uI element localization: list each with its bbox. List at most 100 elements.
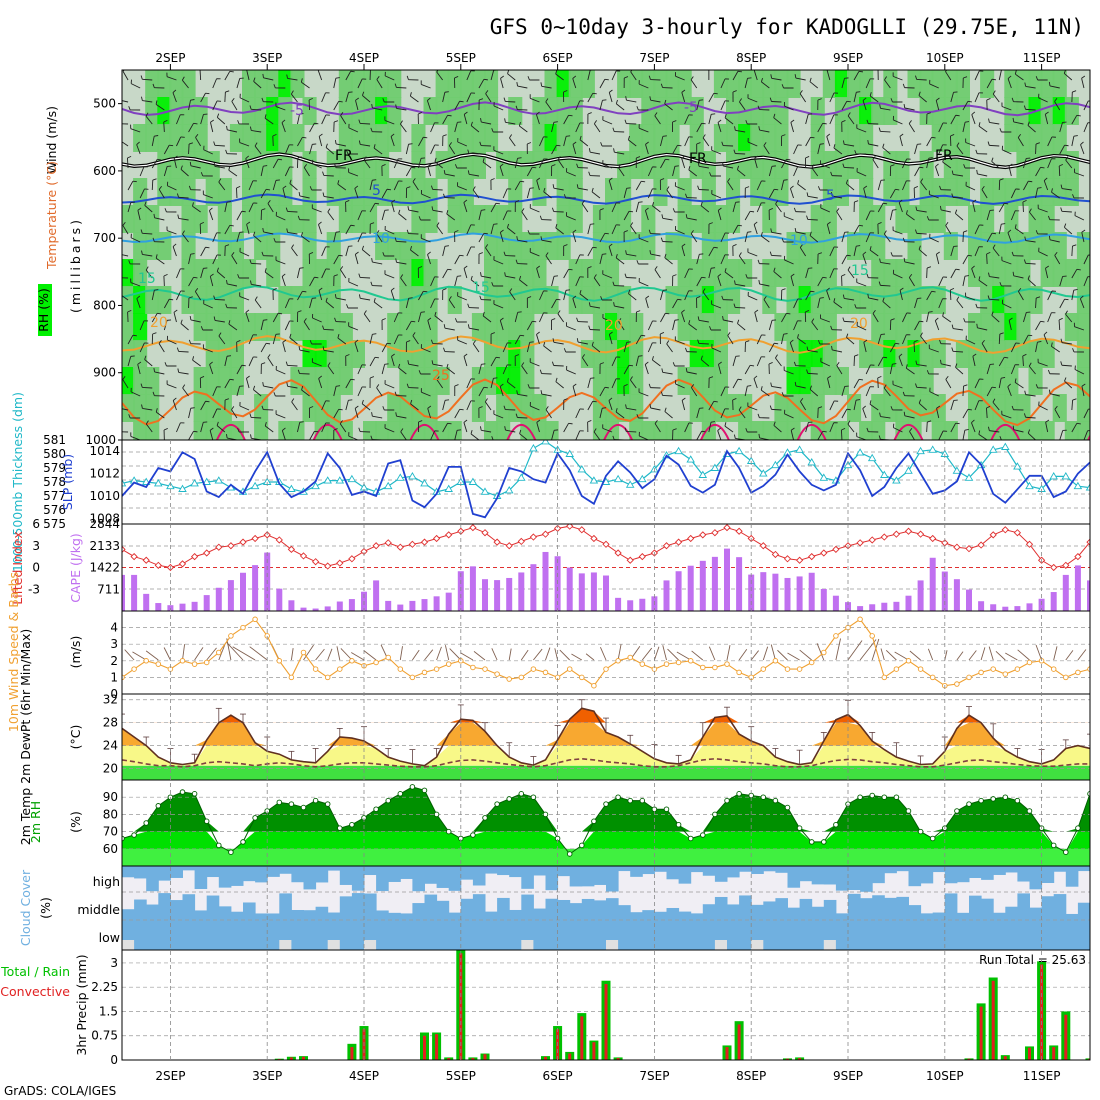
upper-wind-barb-flag [935, 97, 940, 101]
wind10m-barb [327, 648, 333, 661]
cloud-low-cell [243, 920, 256, 950]
upper-wind-barb-flag [999, 128, 1002, 133]
upper-wind-barb-flag [224, 398, 229, 401]
upper-wind-barb-flag [180, 165, 183, 170]
upper-wind-barb [203, 347, 213, 353]
rh-cell [399, 259, 414, 287]
upper-wind-barb-flag [902, 237, 905, 242]
upper-wind-barb-flag [1065, 310, 1068, 315]
upper-wind-barb-flag [225, 303, 228, 308]
upper-wind-barb-flag [666, 340, 670, 345]
upper-wind-barb [446, 213, 456, 221]
cape-bar [615, 597, 622, 611]
cloud-low-cell [230, 920, 244, 950]
cloud-high-cell [896, 866, 909, 872]
upper-wind-barb [599, 408, 603, 419]
upper-wind-barb [354, 408, 359, 419]
wind10m-series-point [917, 666, 924, 672]
upper-wind-barb-flag [696, 142, 701, 145]
upper-wind-barb [236, 365, 243, 375]
upper-wind-barb-flag [822, 430, 827, 433]
bottom-day-labels: 2SEP 3SEP 4SEP 5SEP 6SEP 7SEP 8SEP 9SEP 10SEP 11S… [155, 1069, 1060, 1083]
precip-conv-bar [423, 1035, 426, 1060]
upper-wind-barb [539, 158, 544, 169]
upper-wind-barb-flag [444, 91, 449, 93]
upper-wind-barb [251, 417, 262, 419]
rh-cell [629, 367, 644, 395]
upper-wind-barb [863, 188, 867, 199]
upper-wind-barb [181, 79, 189, 89]
upper-wind-barb [444, 327, 455, 331]
cape-bar [784, 577, 791, 611]
upper-wind-barb-flag [809, 231, 812, 236]
upper-wind-barb-flag [576, 184, 579, 189]
upper-wind-barb-flag [181, 76, 185, 81]
rh-cell [387, 178, 402, 206]
rh2m-series-point [869, 792, 875, 799]
upper-wind-barb-flag [945, 222, 949, 226]
upper-wind-barb [899, 290, 903, 301]
rh-cell [447, 286, 462, 314]
upper-wind-barb [318, 378, 323, 389]
rh-cell [1040, 178, 1055, 206]
rh-cell [689, 340, 704, 368]
upper-wind-barb-flag [745, 428, 748, 433]
rh-cell [1028, 70, 1043, 98]
upper-wind-barb [209, 276, 214, 287]
wind10m-barb [847, 640, 863, 661]
rh-cell [447, 124, 462, 152]
upper-wind-barb-flag [263, 165, 268, 167]
upper-wind-barb-flag [210, 273, 214, 277]
upper-wind-barb [372, 261, 383, 265]
cloud-high-cell [654, 866, 667, 872]
upper-wind-barb [865, 78, 871, 89]
rh-cell [435, 70, 450, 98]
rh-cell [122, 259, 136, 287]
upper-wind-barb [1038, 97, 1048, 103]
upper-wind-barb [771, 231, 782, 235]
upper-wind-barb-flag [688, 320, 691, 325]
cloud-high-cell [618, 866, 631, 872]
upper-wind-barb-flag [459, 100, 464, 103]
contour-label: 20 [150, 315, 168, 331]
upper-wind-barb-flag [827, 375, 832, 379]
upper-wind-barb [768, 320, 773, 331]
upper-wind-barb-flag [710, 421, 716, 423]
upper-wind-barb [913, 341, 915, 353]
upper-wind-barb [877, 377, 879, 389]
upper-wind-barb [208, 210, 214, 221]
upper-wind-barb [805, 114, 809, 125]
precip-conv-bar [471, 1058, 475, 1060]
upper-wind-barb-flag [291, 244, 295, 249]
upper-wind-barb-flag [1081, 229, 1086, 233]
axis-tick-label: 0 [32, 561, 40, 575]
upper-wind-barb [664, 411, 673, 419]
upper-wind-barb [962, 430, 966, 440]
upper-wind-barb-flag [444, 245, 449, 247]
upper-wind-barb-flag [140, 383, 143, 388]
upper-wind-barb-flag [118, 404, 119, 408]
wind10m-series-point [639, 661, 646, 667]
upper-wind-barb [616, 103, 625, 111]
upper-wind-barb [557, 313, 565, 323]
rh-cell [387, 124, 402, 152]
rh-cell [859, 232, 874, 260]
cloud-low-cell [400, 920, 413, 950]
lifted-index-series-point [602, 540, 610, 548]
upper-wind-barb [950, 400, 955, 411]
upper-wind-barb [686, 217, 697, 221]
rh-cell [1004, 124, 1019, 152]
upper-wind-barb-flag [1073, 289, 1078, 291]
upper-wind-barb-flag [327, 208, 331, 213]
cloud-high-cell [666, 866, 680, 880]
upper-wind-barb [635, 335, 642, 345]
cloud-low-cell [969, 920, 982, 950]
upper-wind-barb-flag [624, 119, 627, 124]
upper-wind-barb-flag [763, 296, 767, 300]
upper-wind-barb-flag [572, 383, 577, 387]
upper-wind-barb [974, 224, 980, 235]
rh-cell [798, 259, 813, 287]
upper-wind-barb [145, 115, 153, 125]
upper-wind-barb [938, 144, 944, 155]
wind10m-barb [799, 649, 812, 661]
